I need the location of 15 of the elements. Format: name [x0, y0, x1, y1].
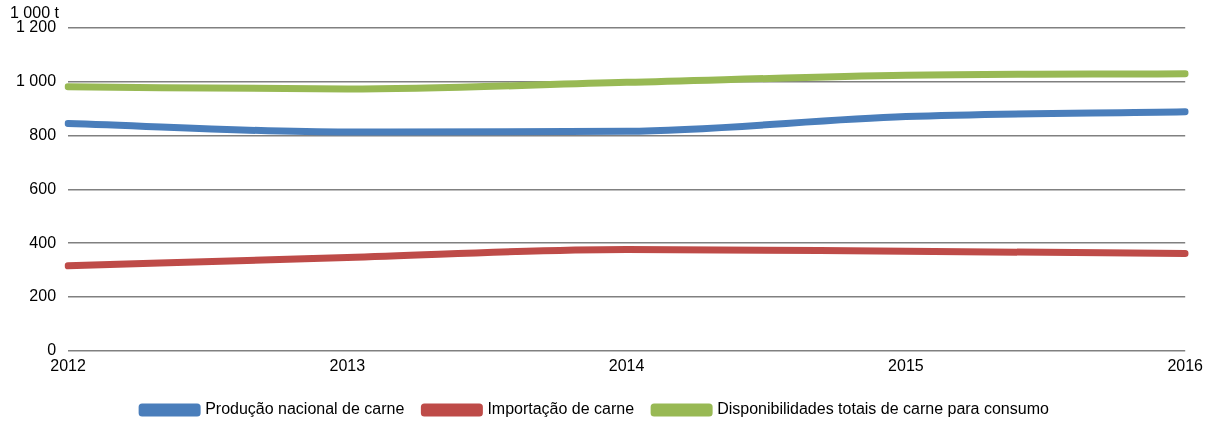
- legend-label: Importação de carne: [487, 400, 635, 418]
- x-tick-label: 2014: [608, 356, 645, 374]
- y-tick-label: 1 000: [15, 72, 57, 90]
- y-tick-label: 1 200: [15, 18, 57, 36]
- x-tick-label: 2012: [50, 356, 86, 374]
- legend-label: Produção nacional de carne: [205, 400, 405, 418]
- y-tick-label: 400: [29, 233, 57, 251]
- legend-label: Disponibilidades totais de carne para consumo: [717, 400, 1049, 418]
- x-tick-label: 2015: [888, 356, 924, 374]
- x-tick-label: 2013: [329, 356, 366, 374]
- x-tick-label: 2016: [1167, 356, 1204, 374]
- y-tick-label: 200: [29, 287, 57, 305]
- y-tick-label: 0: [47, 341, 57, 359]
- y-tick-label: 600: [29, 179, 57, 197]
- y-tick-label: 800: [29, 126, 57, 144]
